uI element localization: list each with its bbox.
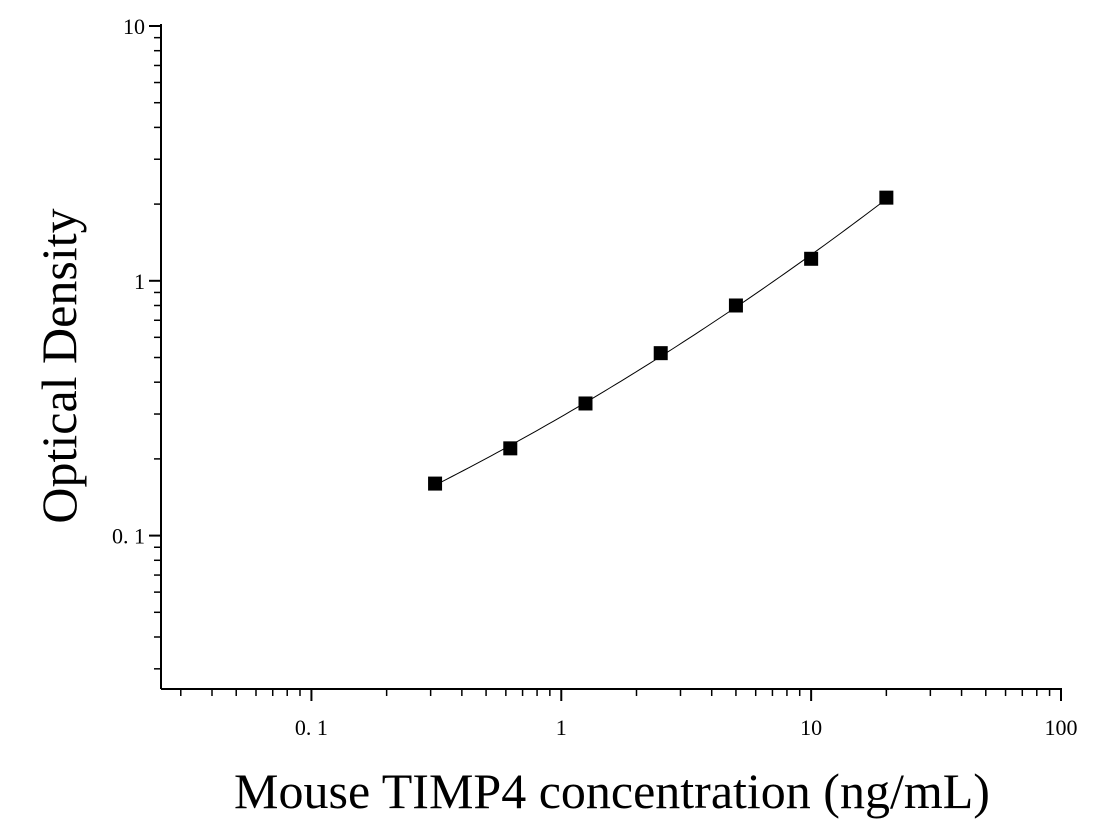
data-point [503,441,518,456]
y-tick-label: 0. 1 [112,524,145,549]
data-point [804,251,819,266]
y-tick-label: 1 [134,269,145,294]
data-point [879,190,894,205]
x-axis-title: Mouse TIMP4 concentration (ng/mL) [234,763,990,819]
x-tick-label: 10 [800,715,822,740]
x-tick-label: 100 [1045,715,1078,740]
y-tick-labels: 0. 1 1 10 [112,14,145,549]
major-ticks [149,25,1062,701]
data-point [578,396,593,411]
data-point [428,476,443,491]
data-point [653,346,668,361]
data-point [728,298,743,313]
x-tick-label: 1 [556,715,567,740]
x-tick-labels: 0. 1 1 10 100 [295,715,1078,740]
fit-curve [434,198,887,486]
x-tick-label: 0. 1 [295,715,328,740]
minor-ticks [154,36,1051,696]
y-axis-title: Optical Density [31,208,87,523]
y-tick-label: 10 [123,14,145,39]
data-points [428,190,894,491]
